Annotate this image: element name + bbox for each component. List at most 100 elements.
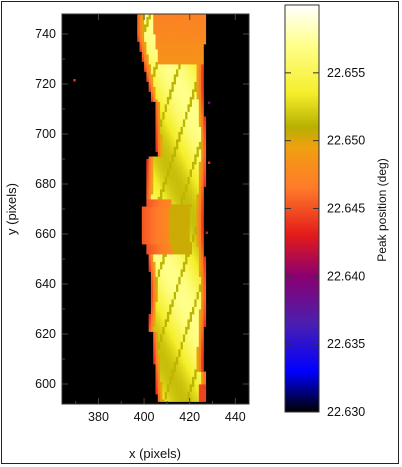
heatmap-cell <box>153 184 156 187</box>
heatmap-cell <box>171 354 175 357</box>
heatmap-cell <box>201 206 204 210</box>
heatmap-cell <box>187 61 191 65</box>
heatmap-cell <box>176 314 179 317</box>
heatmap-cell <box>194 269 197 272</box>
heatmap-cell <box>185 86 188 90</box>
heatmap-cell <box>150 269 154 272</box>
heatmap-cell <box>201 289 204 292</box>
heatmap-cell <box>191 141 195 145</box>
heatmap-cell <box>160 69 163 72</box>
heatmap-cell <box>196 306 200 310</box>
heatmap-cell <box>173 19 177 22</box>
heatmap-cell <box>187 86 191 90</box>
heatmap-cell <box>176 51 179 55</box>
heatmap-cell <box>155 196 159 200</box>
heatmap-cell <box>173 101 177 105</box>
heatmap-cell <box>171 279 175 282</box>
heatmap-cell <box>148 14 152 17</box>
heatmap-cell <box>160 206 163 210</box>
heatmap-cell <box>146 209 150 212</box>
heatmap-cell <box>198 129 202 132</box>
heatmap-cell <box>180 41 184 45</box>
heatmap-cell <box>173 291 177 295</box>
heatmap-cell <box>189 294 193 297</box>
heatmap-cell <box>155 191 159 195</box>
heatmap-cell <box>185 256 188 260</box>
heatmap-cell <box>178 116 181 120</box>
heatmap-cell <box>189 34 193 37</box>
heatmap-cell <box>187 339 191 342</box>
heatmap-cell <box>153 161 156 165</box>
heatmap-cell <box>148 244 152 247</box>
y-tick-label: 680 <box>35 177 56 191</box>
heatmap-cell <box>164 154 168 157</box>
heatmap-cell <box>155 214 159 217</box>
heatmap-cell <box>201 374 204 377</box>
heatmap-cell <box>182 254 186 257</box>
heatmap-cell <box>180 49 184 52</box>
heatmap-cell <box>185 214 188 217</box>
heatmap-cell <box>182 124 186 127</box>
heatmap-cell <box>164 31 168 35</box>
heatmap-cell <box>198 181 202 185</box>
heatmap-cell <box>176 279 179 282</box>
heatmap-cell <box>196 334 200 337</box>
heatmap-cell <box>194 134 197 137</box>
heatmap-cell <box>198 111 202 115</box>
heatmap-cell <box>173 139 177 142</box>
heatmap-cell <box>191 59 195 62</box>
heatmap-cell <box>162 169 166 172</box>
heatmap-cell <box>169 146 172 150</box>
heatmap-cell <box>157 179 161 182</box>
heatmap-cell <box>169 389 172 392</box>
heatmap-cell <box>189 96 193 100</box>
heatmap-cell <box>141 236 145 240</box>
heatmap-cell <box>166 144 170 147</box>
heatmap-cell <box>176 129 179 132</box>
heatmap-cell <box>141 51 145 55</box>
heatmap-cell <box>182 319 186 322</box>
heatmap-cell <box>157 51 161 55</box>
heatmap-cell <box>185 51 188 55</box>
heatmap-cell <box>191 356 195 360</box>
heatmap-cell <box>169 336 172 340</box>
heatmap-cell <box>160 284 163 287</box>
heatmap-cell <box>194 34 197 37</box>
heatmap-cell <box>171 104 175 107</box>
heatmap-cell <box>187 164 191 167</box>
heatmap-cell <box>176 256 179 260</box>
heatmap-cell <box>189 31 193 35</box>
heatmap-cell <box>191 61 195 65</box>
heatmap-cell <box>164 164 168 167</box>
heatmap-cell <box>191 304 195 307</box>
heatmap-cell <box>162 341 166 345</box>
heatmap-cell <box>180 104 184 107</box>
heatmap-cell <box>155 344 159 347</box>
heatmap-cell <box>146 26 150 30</box>
heatmap-cell <box>153 81 156 85</box>
heatmap-cell <box>198 56 202 60</box>
heatmap-cell <box>194 226 197 230</box>
heatmap-cell <box>185 144 188 147</box>
heatmap-cell <box>182 54 186 57</box>
heatmap-cell <box>164 216 168 220</box>
heatmap-cell <box>164 134 168 137</box>
heatmap-cell <box>148 214 152 217</box>
heatmap-cell <box>153 229 156 232</box>
heatmap-cell <box>189 49 193 52</box>
heatmap-cell <box>173 91 177 95</box>
heatmap-cell <box>166 276 170 280</box>
heatmap-cell <box>178 314 181 317</box>
heatmap-cell <box>157 286 161 290</box>
heatmap-cell <box>166 116 170 120</box>
heatmap-cell <box>203 266 207 270</box>
heatmap-cell <box>187 291 191 295</box>
heatmap-cell <box>182 99 186 102</box>
heatmap-cell <box>173 259 177 262</box>
heatmap-cell <box>191 89 195 92</box>
heatmap-cell <box>189 391 193 395</box>
heatmap-cell <box>171 181 175 185</box>
heatmap-cell <box>198 374 202 377</box>
heatmap-cell <box>194 246 197 250</box>
heatmap-cell <box>191 54 195 57</box>
